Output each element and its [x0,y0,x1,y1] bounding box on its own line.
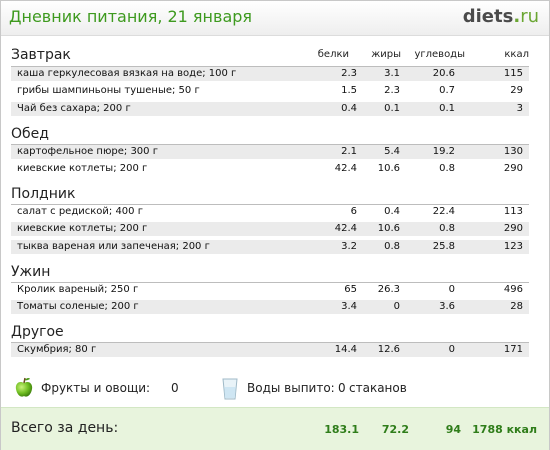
table-row: каша геркулесовая вязкая на воде; 100 г … [11,66,529,81]
table-row: Скумбрия; 80 г 14.4 12.6 0 171 [11,342,529,357]
section-title-lunch: Обед [11,126,49,142]
table-row: тыква вареная или запеченая; 200 г 3.2 0… [11,240,529,254]
total-carbs: 94 [445,423,461,436]
kcal-value: 130 [503,146,523,157]
fat-value: 0.4 [384,206,400,217]
food-name: Скумбрия; 80 г [17,344,97,355]
carbs-value: 0.1 [439,103,455,114]
fat-value: 2.3 [384,85,400,96]
fat-value: 12.6 [377,344,400,355]
protein-value: 14.4 [334,344,357,355]
fat-value: 0.8 [384,241,400,252]
column-header-kcal: ккал [504,49,529,60]
water-value: 0 [338,381,346,395]
kcal-value: 290 [503,223,523,234]
fruits-value: 0 [171,381,179,395]
carbs-value: 0 [448,344,455,355]
food-name: киевские котлеты; 200 г [17,163,148,174]
apple-icon [15,377,33,397]
kcal-value: 123 [503,241,523,252]
protein-value: 2.1 [341,146,357,157]
kcal-value: 496 [503,284,523,295]
carbs-value: 0 [448,284,455,295]
fat-value: 3.1 [384,68,400,79]
food-name: грибы шампиньоны тушеные; 50 г [17,85,200,96]
kcal-value: 171 [503,344,523,355]
daily-total-bar: Всего за день: 183.1 72.2 94 1788 ккал [1,407,549,450]
carbs-value: 0.8 [439,223,455,234]
fruits-label: Фрукты и овощи: [41,381,151,395]
carbs-value: 22.4 [432,206,455,217]
protein-value: 1.5 [341,85,357,96]
food-name: Кролик вареный; 250 г [17,284,139,295]
protein-value: 6 [350,206,357,217]
table-row: Томаты соленые; 200 г 3.4 0 3.6 28 [11,300,529,314]
kcal-value: 115 [503,68,523,79]
kcal-value: 3 [516,103,523,114]
water-unit: стаканов [349,381,407,395]
carbs-value: 0.7 [439,85,455,96]
logo-dot: . [513,6,521,27]
kcal-value: 113 [503,206,523,217]
fat-value: 26.3 [377,284,400,295]
column-header-fat: жиры [371,49,401,60]
carbs-value: 25.8 [432,241,455,252]
section-title-dinner: Ужин [11,264,51,280]
protein-value: 0.4 [341,103,357,114]
food-name: салат с редиской; 400 г [17,206,143,217]
fat-value: 10.6 [377,223,400,234]
protein-value: 3.2 [341,241,357,252]
page-title: Дневник питания, 21 января [9,7,253,26]
extras-line: Фрукты и овощи: 0 Воды выпито: 0 стакано… [11,377,531,401]
water-glass-icon [222,378,238,400]
fat-value: 10.6 [377,163,400,174]
column-header-carbs: углеводы [414,49,465,60]
total-protein: 183.1 [324,423,359,436]
kcal-value: 29 [510,85,523,96]
water-label: Воды выпито: [247,381,335,395]
protein-value: 42.4 [334,223,357,234]
table-row: Кролик вареный; 250 г 65 26.3 0 496 [11,282,529,297]
protein-value: 65 [344,284,357,295]
logo-tld: ru [520,6,539,27]
food-name: Чай без сахара; 200 г [17,103,131,114]
kcal-value: 28 [510,301,523,312]
site-logo[interactable]: diets.ru [463,6,539,27]
fat-value: 5.4 [384,146,400,157]
fat-value: 0 [393,301,400,312]
food-name: картофельное пюре; 300 г [17,146,158,157]
carbs-value: 20.6 [432,68,455,79]
carbs-value: 0.8 [439,163,455,174]
header-bar: Дневник питания, 21 января diets.ru [1,1,549,36]
total-fat: 72.2 [381,423,409,436]
protein-value: 2.3 [341,68,357,79]
protein-value: 3.4 [341,301,357,312]
carbs-value: 19.2 [432,146,455,157]
protein-value: 42.4 [334,163,357,174]
food-name: каша геркулесовая вязкая на воде; 100 г [17,68,237,79]
kcal-value: 290 [503,163,523,174]
total-kcal: 1788 ккал [472,423,537,436]
section-title-breakfast: Завтрак [11,47,71,63]
food-name: тыква вареная или запеченая; 200 г [17,241,210,252]
column-header-protein: белки [317,49,349,60]
section-title-other: Другое [11,324,64,340]
table-row: киевские котлеты; 200 г 42.4 10.6 0.8 29… [11,162,529,176]
total-label: Всего за день: [11,420,119,436]
carbs-value: 3.6 [439,301,455,312]
table-row: киевские котлеты; 200 г 42.4 10.6 0.8 29… [11,222,529,236]
section-title-snack: Полдник [11,186,76,202]
table-row: Чай без сахара; 200 г 0.4 0.1 0.1 3 [11,102,529,116]
table-row: грибы шампиньоны тушеные; 50 г 1.5 2.3 0… [11,84,529,98]
food-name: киевские котлеты; 200 г [17,223,148,234]
food-name: Томаты соленые; 200 г [17,301,139,312]
logo-main: diets [462,6,514,27]
fat-value: 0.1 [384,103,400,114]
table-row: салат с редиской; 400 г 6 0.4 22.4 113 [11,204,529,219]
table-row: картофельное пюре; 300 г 2.1 5.4 19.2 13… [11,144,529,159]
